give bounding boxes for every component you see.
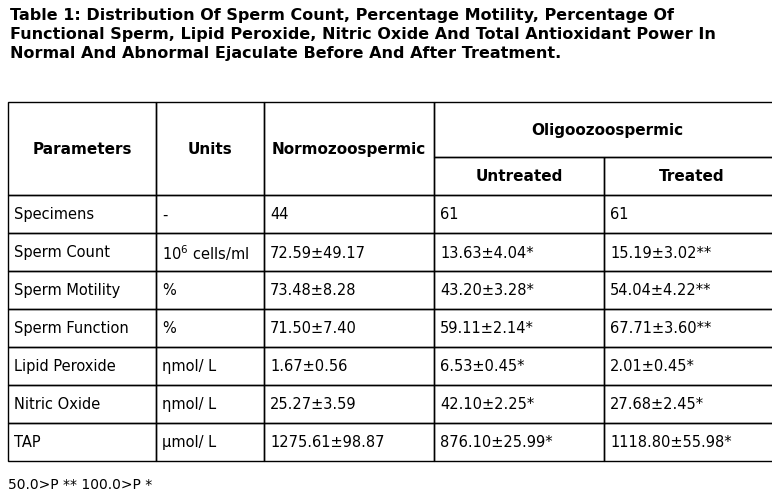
Bar bbox=[264, 310, 434, 347]
Text: ηmol/ L: ηmol/ L bbox=[162, 397, 216, 412]
Text: $10^6$ cells/ml: $10^6$ cells/ml bbox=[162, 242, 249, 263]
Text: 61: 61 bbox=[440, 207, 459, 222]
Bar bbox=[156, 385, 264, 423]
Bar bbox=[264, 103, 434, 195]
Bar bbox=[604, 158, 772, 195]
Text: Specimens: Specimens bbox=[14, 207, 94, 222]
Text: 6.53±0.45*: 6.53±0.45* bbox=[440, 359, 524, 374]
Bar bbox=[604, 233, 772, 272]
Bar bbox=[8, 272, 156, 310]
Text: 44: 44 bbox=[270, 207, 289, 222]
Text: Normozoospermic: Normozoospermic bbox=[272, 142, 426, 157]
Text: 67.71±3.60**: 67.71±3.60** bbox=[610, 321, 711, 336]
Text: 2.01±0.45*: 2.01±0.45* bbox=[610, 359, 695, 374]
Bar bbox=[264, 233, 434, 272]
Bar bbox=[434, 310, 604, 347]
Bar bbox=[8, 195, 156, 233]
Text: Table 1: Distribution Of Sperm Count, Percentage Motility, Percentage Of: Table 1: Distribution Of Sperm Count, Pe… bbox=[10, 8, 674, 23]
Text: 13.63±4.04*: 13.63±4.04* bbox=[440, 245, 533, 260]
Bar bbox=[434, 347, 604, 385]
Bar bbox=[434, 158, 604, 195]
Bar bbox=[8, 233, 156, 272]
Text: 71.50±7.40: 71.50±7.40 bbox=[270, 321, 357, 336]
Text: Sperm Count: Sperm Count bbox=[14, 245, 110, 260]
Text: Parameters: Parameters bbox=[32, 142, 132, 157]
Text: 15.19±3.02**: 15.19±3.02** bbox=[610, 245, 711, 260]
Text: ηmol/ L: ηmol/ L bbox=[162, 359, 216, 374]
Bar bbox=[8, 423, 156, 461]
Text: 42.10±2.25*: 42.10±2.25* bbox=[440, 397, 534, 412]
Text: Lipid Peroxide: Lipid Peroxide bbox=[14, 359, 116, 374]
Bar bbox=[264, 347, 434, 385]
Bar bbox=[156, 103, 264, 195]
Bar bbox=[156, 233, 264, 272]
Text: 876.10±25.99*: 876.10±25.99* bbox=[440, 435, 553, 449]
Text: 1118.80±55.98*: 1118.80±55.98* bbox=[610, 435, 732, 449]
Text: Normal And Abnormal Ejaculate Before And After Treatment.: Normal And Abnormal Ejaculate Before And… bbox=[10, 46, 561, 61]
Text: Nitric Oxide: Nitric Oxide bbox=[14, 397, 100, 412]
Text: 25.27±3.59: 25.27±3.59 bbox=[270, 397, 357, 412]
Text: 1275.61±98.87: 1275.61±98.87 bbox=[270, 435, 384, 449]
Text: 59.11±2.14*: 59.11±2.14* bbox=[440, 321, 534, 336]
Bar bbox=[8, 385, 156, 423]
Text: Oligoozoospermic: Oligoozoospermic bbox=[531, 123, 683, 138]
Text: 73.48±8.28: 73.48±8.28 bbox=[270, 283, 357, 298]
Text: Sperm Motility: Sperm Motility bbox=[14, 283, 120, 298]
Text: μmol/ L: μmol/ L bbox=[162, 435, 216, 449]
Text: -: - bbox=[162, 207, 168, 222]
Bar bbox=[434, 272, 604, 310]
Bar bbox=[604, 423, 772, 461]
Bar bbox=[264, 272, 434, 310]
Bar bbox=[156, 310, 264, 347]
Bar bbox=[8, 103, 156, 195]
Bar bbox=[604, 310, 772, 347]
Text: 72.59±49.17: 72.59±49.17 bbox=[270, 245, 366, 260]
Text: 50.0>P ** 100.0>P *: 50.0>P ** 100.0>P * bbox=[8, 477, 152, 491]
Text: 43.20±3.28*: 43.20±3.28* bbox=[440, 283, 534, 298]
Bar bbox=[434, 423, 604, 461]
Bar bbox=[434, 103, 772, 158]
Text: %: % bbox=[162, 283, 176, 298]
Bar bbox=[8, 310, 156, 347]
Bar bbox=[264, 385, 434, 423]
Text: TAP: TAP bbox=[14, 435, 41, 449]
Bar bbox=[156, 347, 264, 385]
Text: 61: 61 bbox=[610, 207, 628, 222]
Bar bbox=[434, 233, 604, 272]
Text: 27.68±2.45*: 27.68±2.45* bbox=[610, 397, 704, 412]
Text: Treated: Treated bbox=[659, 169, 725, 184]
Bar bbox=[156, 423, 264, 461]
Text: Units: Units bbox=[188, 142, 232, 157]
Text: 1.67±0.56: 1.67±0.56 bbox=[270, 359, 347, 374]
Text: Untreated: Untreated bbox=[476, 169, 563, 184]
Bar bbox=[156, 272, 264, 310]
Bar bbox=[434, 385, 604, 423]
Bar bbox=[434, 195, 604, 233]
Text: 54.04±4.22**: 54.04±4.22** bbox=[610, 283, 712, 298]
Bar bbox=[264, 423, 434, 461]
Bar bbox=[8, 347, 156, 385]
Bar bbox=[604, 195, 772, 233]
Bar bbox=[604, 347, 772, 385]
Text: %: % bbox=[162, 321, 176, 336]
Bar bbox=[264, 195, 434, 233]
Bar bbox=[604, 385, 772, 423]
Bar bbox=[604, 272, 772, 310]
Text: Functional Sperm, Lipid Peroxide, Nitric Oxide And Total Antioxidant Power In: Functional Sperm, Lipid Peroxide, Nitric… bbox=[10, 27, 716, 42]
Bar bbox=[156, 195, 264, 233]
Text: Sperm Function: Sperm Function bbox=[14, 321, 129, 336]
